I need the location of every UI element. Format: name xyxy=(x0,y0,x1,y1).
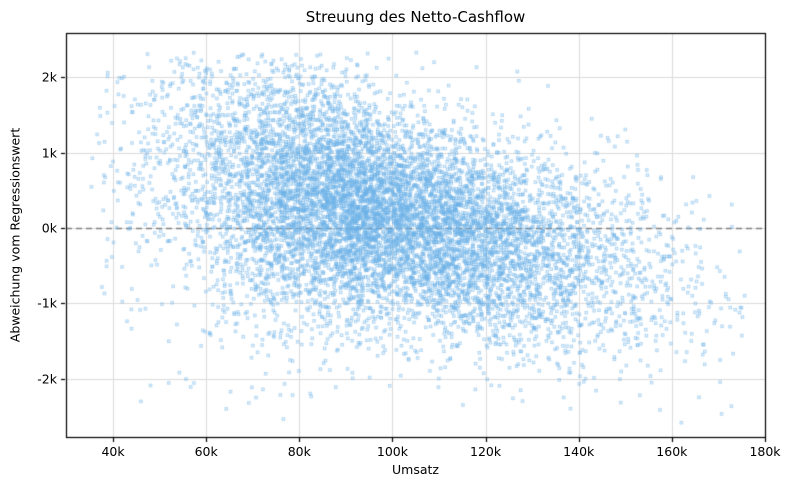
chart-title: Streuung des Netto-Cashflow xyxy=(305,8,526,26)
x-tick-label: 140k xyxy=(563,444,595,459)
y-tick-label: 2k xyxy=(41,69,57,85)
y-tick-label: 1k xyxy=(41,145,57,161)
x-axis-label: Umsatz xyxy=(392,462,439,477)
x-tick-label: 180k xyxy=(749,444,781,459)
x-tick-label: 40k xyxy=(101,444,125,459)
x-tick-label: 120k xyxy=(470,444,502,459)
x-tick-label: 80k xyxy=(287,444,311,459)
y-tick-label: 0k xyxy=(41,220,57,236)
x-tick-label: 60k xyxy=(194,444,218,459)
y-tick-label: -2k xyxy=(37,371,57,387)
x-tick-label: 160k xyxy=(656,444,688,459)
y-tick-label: -1k xyxy=(37,295,57,311)
y-axis-label: Abweichung vom Regressionswert xyxy=(7,127,23,343)
x-tick-label: 100k xyxy=(376,444,408,459)
